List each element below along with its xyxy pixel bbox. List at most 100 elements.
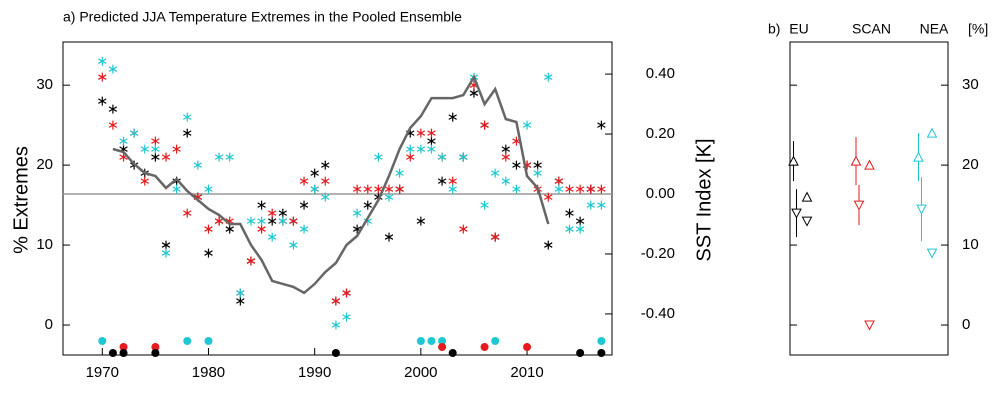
asterisk: [501, 152, 511, 162]
asterisk: [544, 240, 553, 250]
asterisk: [352, 208, 362, 218]
triangle: [926, 127, 938, 138]
dot: [427, 337, 436, 346]
asterisk: [98, 72, 107, 82]
dot: [438, 337, 447, 346]
asterisk: [151, 144, 160, 154]
sst-line: [112, 74, 550, 295]
asterisk: [161, 240, 171, 250]
asterisk: [469, 88, 479, 98]
asterisk: [597, 184, 606, 194]
asterisk: [437, 152, 447, 162]
dot: [98, 337, 107, 346]
asterisk: [172, 144, 181, 154]
dot: [491, 337, 500, 346]
asterisk: [342, 312, 351, 322]
asterisk: [225, 224, 234, 234]
asterisk: [193, 160, 203, 170]
asterisk: [427, 128, 436, 138]
dot: [183, 337, 192, 346]
asterisk: [501, 144, 511, 154]
asterisk: [267, 216, 277, 226]
asterisk: [384, 232, 394, 242]
asterisk: [257, 216, 266, 226]
dot: [204, 337, 213, 346]
dot: [416, 337, 425, 346]
plot-frame: [62, 41, 613, 356]
asterisk: [575, 184, 585, 194]
x-tick-label: 2000: [404, 364, 437, 381]
asterisk: [437, 176, 447, 186]
asterisk: [225, 152, 234, 162]
triangle: [864, 159, 875, 170]
unit-label: [%]: [968, 21, 988, 37]
dot: [480, 343, 489, 352]
dot: [438, 343, 447, 352]
category-label: SCAN: [852, 21, 891, 37]
asterisk: [459, 152, 468, 162]
dot: [151, 343, 160, 352]
asterisk: [331, 296, 341, 306]
asterisk: [267, 232, 277, 242]
asterisk: [395, 184, 404, 194]
y-tick-label: 30: [36, 76, 53, 93]
y-tick-label: 10: [962, 236, 979, 253]
y-tick-label: 0: [45, 316, 53, 333]
y2-tick-label: 0.00: [646, 185, 675, 202]
dot: [523, 343, 532, 352]
asterisk: [161, 248, 171, 258]
x-tick-label: 2010: [510, 364, 543, 381]
asterisk: [406, 144, 415, 154]
asterisk: [501, 176, 511, 186]
y-tick-label: 20: [962, 156, 979, 173]
chart-title: a) Predicted JJA Temperature Extremes in…: [63, 9, 462, 25]
asterisk: [299, 200, 309, 210]
asterisk: [321, 176, 330, 186]
asterisk: [151, 152, 160, 162]
asterisk: [310, 184, 319, 194]
y-tick-label: 0: [962, 316, 970, 333]
asterisk: [331, 320, 341, 330]
y2-tick-label: -0.40: [641, 305, 675, 322]
asterisk: [278, 216, 288, 226]
asterisk: [395, 168, 404, 178]
asterisk: [352, 184, 362, 194]
x-tick-label: 1970: [86, 364, 119, 381]
asterisk: [289, 240, 298, 250]
asterisk: [204, 248, 213, 258]
asterisk: [384, 192, 394, 202]
asterisk: [246, 216, 256, 226]
x-tick-label: 1980: [192, 364, 225, 381]
asterisk: [416, 216, 426, 226]
asterisk: [236, 288, 245, 298]
asterisk: [597, 120, 606, 130]
asterisk: [278, 208, 288, 218]
asterisk: [161, 152, 171, 162]
asterisk: [512, 184, 521, 194]
x-tick-label: 1990: [298, 364, 331, 381]
y2-tick-label: 0.40: [646, 65, 675, 82]
category-label: EU: [789, 21, 808, 37]
asterisk: [384, 184, 394, 194]
asterisk: [214, 152, 224, 162]
asterisk: [374, 184, 383, 194]
asterisk: [204, 224, 213, 234]
category-label: NEA: [920, 21, 949, 37]
triangle: [853, 200, 865, 211]
asterisk: [98, 56, 107, 66]
asterisk: [363, 200, 372, 210]
asterisk: [533, 168, 542, 178]
asterisk: [289, 216, 298, 226]
asterisk: [416, 144, 426, 154]
dot: [597, 349, 606, 358]
asterisk: [374, 152, 383, 162]
triangle: [926, 248, 938, 259]
dot: [151, 349, 160, 358]
asterisk: [183, 112, 192, 122]
triangle: [916, 204, 927, 215]
asterisk: [257, 224, 266, 234]
asterisk: [490, 232, 500, 242]
asterisk: [544, 192, 553, 202]
y-tick-label: 20: [36, 156, 53, 173]
asterisk: [246, 256, 256, 266]
